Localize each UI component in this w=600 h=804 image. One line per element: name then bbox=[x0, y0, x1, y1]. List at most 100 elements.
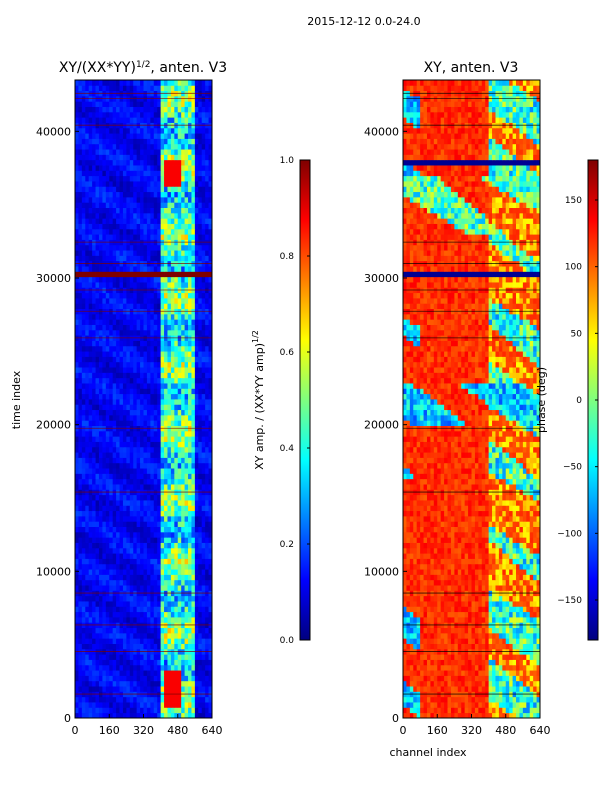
amplitude-cell bbox=[85, 101, 89, 107]
amplitude-cell bbox=[144, 670, 148, 676]
amplitude-cell bbox=[154, 697, 158, 703]
amplitude-cell bbox=[157, 564, 161, 570]
amplitude-cell bbox=[116, 85, 120, 91]
amplitude-cell bbox=[99, 410, 103, 416]
amplitude-cell bbox=[140, 410, 144, 416]
amplitude-cell bbox=[82, 628, 86, 634]
amplitude-cell bbox=[99, 564, 103, 570]
amplitude-cell bbox=[205, 255, 209, 261]
amplitude-cell bbox=[82, 410, 86, 416]
amplitude-colorbar-gradient bbox=[300, 160, 310, 640]
amplitude-cell bbox=[161, 229, 165, 235]
amplitude-cell bbox=[99, 452, 103, 458]
amplitude-cell bbox=[150, 606, 154, 612]
amplitude-cell bbox=[133, 362, 137, 368]
amplitude-cell bbox=[123, 117, 127, 123]
amplitude-cell bbox=[109, 585, 113, 591]
amplitude-cell bbox=[174, 452, 178, 458]
amplitude-cell bbox=[96, 303, 100, 309]
amplitude-cell bbox=[195, 330, 199, 336]
amplitude-cell bbox=[174, 255, 178, 261]
amplitude-cell bbox=[205, 176, 209, 182]
amplitude-cell bbox=[167, 149, 171, 155]
amplitude-cell bbox=[202, 585, 206, 591]
phase-cell bbox=[413, 707, 417, 713]
amplitude-cell bbox=[106, 521, 110, 527]
amplitude-cell bbox=[167, 298, 171, 304]
amplitude-cell bbox=[185, 394, 189, 400]
amplitude-cell bbox=[96, 160, 100, 166]
amplitude-cell bbox=[96, 521, 100, 527]
amplitude-cell bbox=[188, 415, 192, 421]
amplitude-cell bbox=[126, 617, 130, 623]
amplitude-cell bbox=[123, 176, 127, 182]
amplitude-cell bbox=[164, 351, 168, 357]
amplitude-cell bbox=[140, 356, 144, 362]
amplitude-cell bbox=[205, 213, 209, 219]
amplitude-cell bbox=[126, 500, 130, 506]
amplitude-cell bbox=[106, 101, 110, 107]
amplitude-cell bbox=[102, 447, 106, 453]
amplitude-cell bbox=[144, 495, 148, 501]
amplitude-cell bbox=[75, 202, 79, 208]
amplitude-cell bbox=[188, 559, 192, 565]
amplitude-cell bbox=[198, 399, 202, 405]
amplitude-cell bbox=[92, 596, 96, 602]
amplitude-cell bbox=[178, 218, 182, 224]
amplitude-cell bbox=[133, 420, 137, 426]
amplitude-cell bbox=[109, 638, 113, 644]
amplitude-cell bbox=[106, 277, 110, 283]
amplitude-cell bbox=[157, 165, 161, 171]
amplitude-cell bbox=[157, 330, 161, 336]
amplitude-cell bbox=[120, 202, 124, 208]
amplitude-cell bbox=[144, 378, 148, 384]
amplitude-cell bbox=[92, 394, 96, 400]
amplitude-cell bbox=[154, 654, 158, 660]
amplitude-cell bbox=[181, 681, 185, 687]
amplitude-cell bbox=[144, 537, 148, 543]
amplitude-cell bbox=[178, 271, 182, 277]
amplitude-cell bbox=[154, 208, 158, 214]
amplitude-cell bbox=[82, 282, 86, 288]
amplitude-cell bbox=[188, 255, 192, 261]
amplitude-cell bbox=[85, 208, 89, 214]
amplitude-cell bbox=[181, 457, 185, 463]
amplitude-cell bbox=[157, 383, 161, 389]
amplitude-cell bbox=[191, 208, 195, 214]
phase-cell bbox=[403, 702, 407, 708]
amplitude-cell bbox=[188, 277, 192, 283]
amplitude-cell bbox=[89, 564, 93, 570]
amplitude-cell bbox=[157, 112, 161, 118]
amplitude-cell bbox=[178, 107, 182, 113]
amplitude-cell bbox=[140, 553, 144, 559]
amplitude-cell bbox=[99, 654, 103, 660]
amplitude-cell bbox=[78, 665, 82, 671]
amplitude-cell bbox=[96, 250, 100, 256]
phase-cell bbox=[413, 702, 417, 708]
amplitude-cell bbox=[78, 303, 82, 309]
amplitude-cell bbox=[147, 341, 151, 347]
amplitude-cell bbox=[82, 521, 86, 527]
amplitude-cell bbox=[178, 463, 182, 469]
amplitude-cell bbox=[92, 399, 96, 405]
amplitude-cell bbox=[185, 138, 189, 144]
amplitude-cell bbox=[185, 277, 189, 283]
amplitude-cell bbox=[82, 644, 86, 650]
amplitude-cell bbox=[106, 218, 110, 224]
amplitude-cell bbox=[116, 271, 120, 277]
amplitude-cell bbox=[126, 452, 130, 458]
amplitude-cell bbox=[202, 601, 206, 607]
amplitude-cell bbox=[195, 495, 199, 501]
amplitude-cell bbox=[109, 702, 113, 708]
amplitude-cell bbox=[147, 415, 151, 421]
amplitude-cell bbox=[188, 160, 192, 166]
amplitude-cell bbox=[92, 511, 96, 517]
amplitude-cell bbox=[99, 633, 103, 639]
amplitude-cell bbox=[205, 681, 209, 687]
phase-cell bbox=[472, 702, 476, 708]
amplitude-cell bbox=[123, 633, 127, 639]
phase-cell bbox=[430, 697, 434, 703]
amplitude-cell bbox=[185, 388, 189, 394]
amplitude-cell bbox=[150, 399, 154, 405]
amplitude-cell bbox=[89, 378, 93, 384]
